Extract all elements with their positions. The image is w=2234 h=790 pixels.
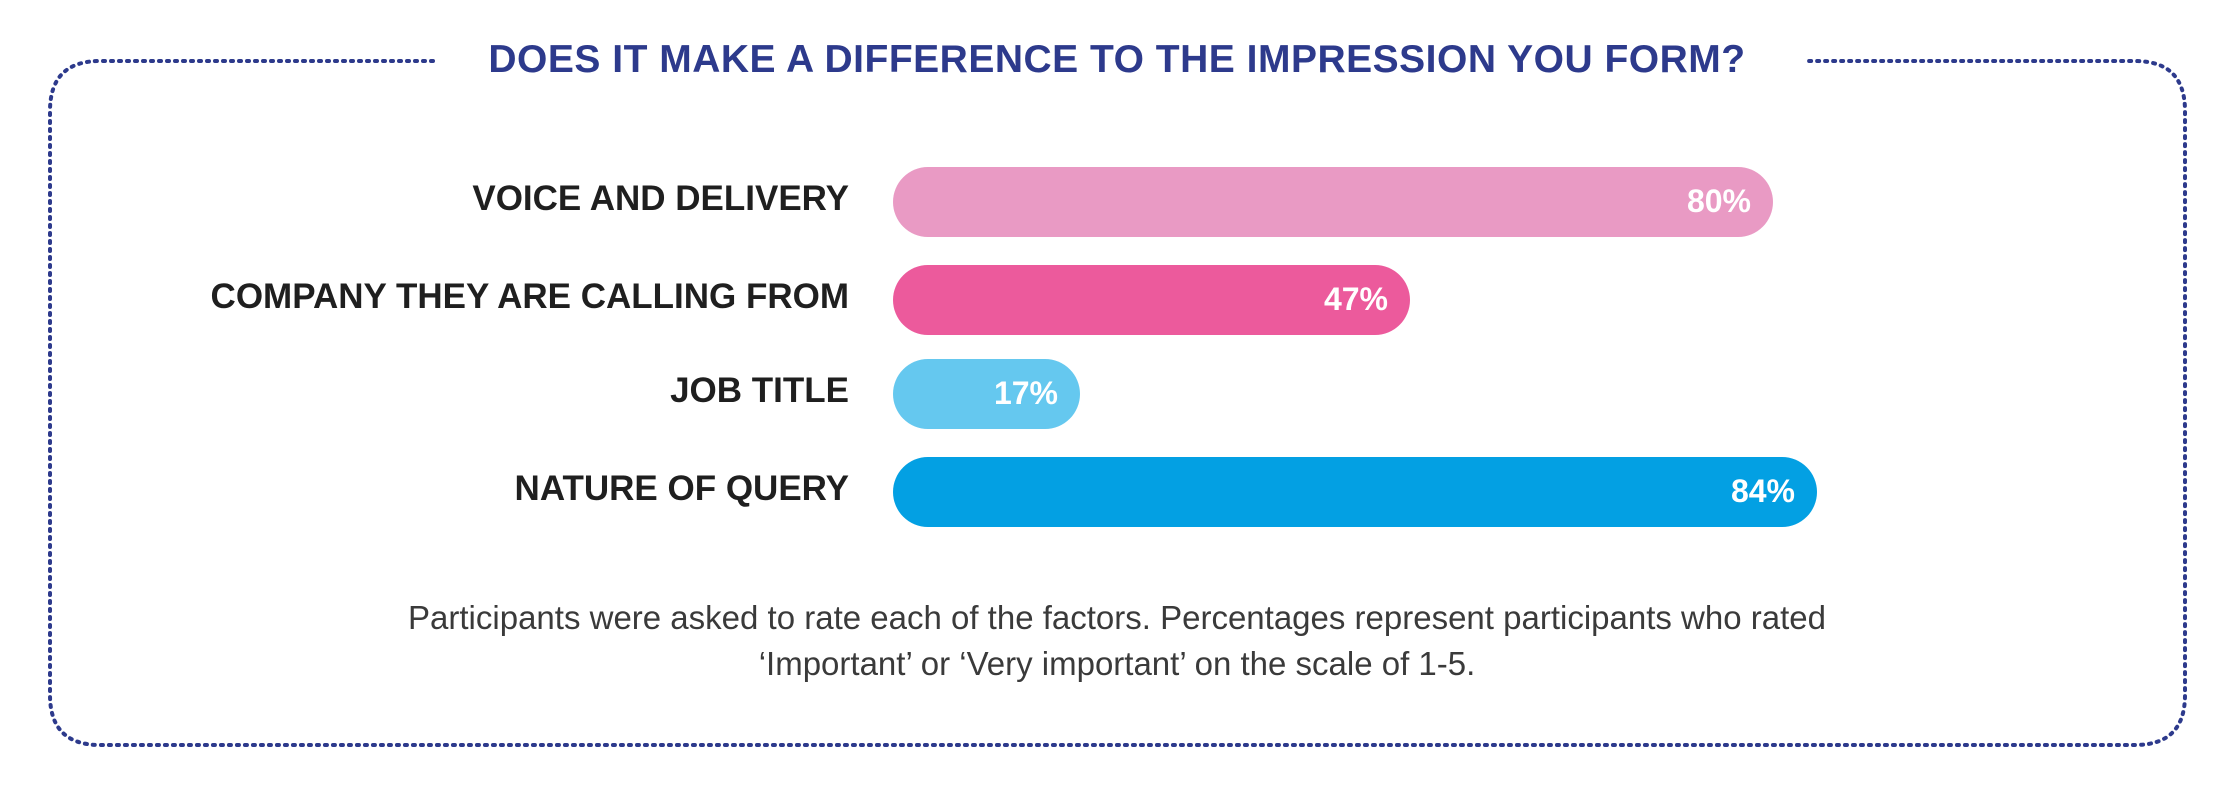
footnote-line-2: ‘Important’ or ‘Very important’ on the s… xyxy=(758,645,1476,682)
bar xyxy=(893,457,1817,527)
bar-value-label: 84% xyxy=(1730,473,1795,509)
bar xyxy=(893,167,1773,237)
bar xyxy=(893,359,1080,429)
bar-value-label: 47% xyxy=(1323,281,1388,317)
chart-title: DOES IT MAKE A DIFFERENCE TO THE IMPRESS… xyxy=(488,38,1746,81)
category-label: NATURE OF QUERY xyxy=(514,469,849,508)
footnote-line-1: Participants were asked to rate each of … xyxy=(408,599,1826,636)
bar-value-label: 80% xyxy=(1686,183,1751,219)
category-label: JOB TITLE xyxy=(670,371,849,410)
bar xyxy=(893,265,1410,335)
category-label: VOICE AND DELIVERY xyxy=(472,179,849,218)
category-label: COMPANY THEY ARE CALLING FROM xyxy=(210,277,849,316)
chart-footnote: Participants were asked to rate each of … xyxy=(0,595,2234,687)
bar-value-label: 17% xyxy=(993,375,1058,411)
